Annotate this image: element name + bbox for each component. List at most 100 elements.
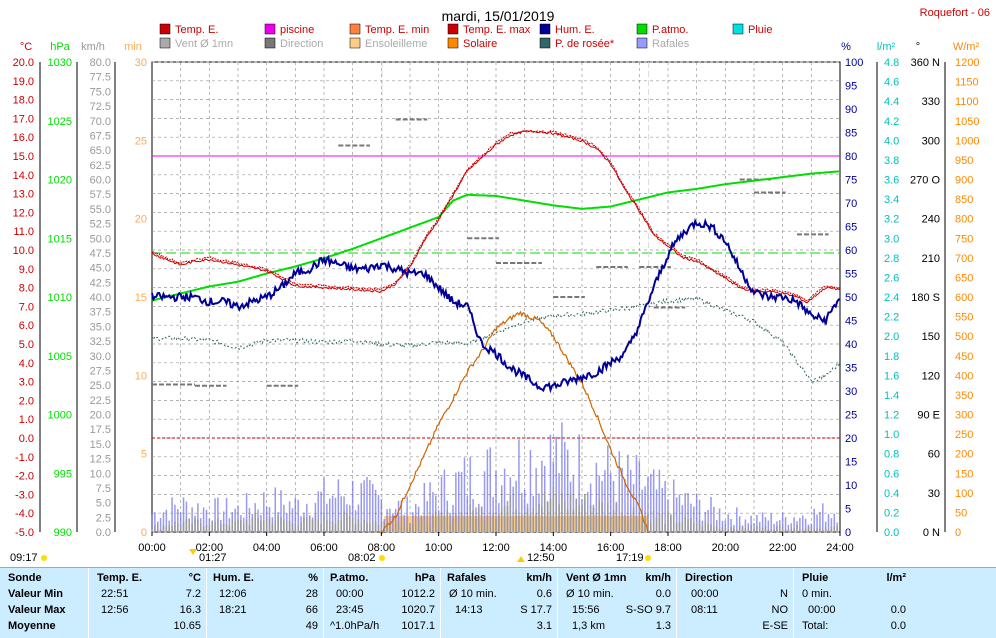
stats-press-max: 1020.7 [401,604,435,616]
rain-axis-tick: 1.0 [884,429,899,441]
temp-axis-tick: 7.0 [19,301,34,313]
dir-axis-tick: 240 [922,214,940,226]
wind-axis-tick: 27.5 [90,365,111,377]
hum-axis-tick: 75 [845,175,857,187]
dir-axis-tick: 330 [922,96,940,108]
sun-axis-tick: 15 [135,292,147,304]
wind-axis-tick: 17.5 [90,424,111,436]
legend-swatch [539,37,551,49]
solar-axis-tick: 550 [955,312,973,324]
hum-axis-tick: 25 [845,410,857,422]
legend-label: Pluie [748,24,772,36]
hum-axis-tick: 100 [845,57,863,69]
solar-axis-tick: 600 [955,292,973,304]
stats-wind-title: Vent Ø 1mn [566,572,627,584]
hum-axis-tick: 15 [845,457,857,469]
time-tick: 00:00 [138,542,166,554]
stats-rain-min-label: 0 min. [802,588,832,600]
legend-label: P. de rosée* [555,38,615,50]
series-temp-e--line [151,130,841,304]
wind-axis-tick: 30.0 [90,351,111,363]
wind-axis-tick: 15.0 [90,439,111,451]
wind-axis-tick: 7.5 [96,483,111,495]
temp-axis-tick: 4.0 [19,358,34,370]
dir-axis-tick: 360 N [911,57,940,69]
stats-press-trend: ^1.0hPa/h [330,620,380,632]
stats-temp-min-time: 22:51 [101,588,129,600]
stats-temp-min: 7.2 [185,588,201,600]
sun-axis-tick: 25 [135,135,147,147]
hum-axis-tick: 80 [845,151,857,163]
legend: Temp. E. piscine Temp. E. min Temp. E. max H… [159,23,772,50]
temp-axis-tick: 2.0 [19,395,34,407]
rain-axis-tick: 2.8 [884,253,899,265]
wind-axis-tick: 25.0 [90,380,111,392]
time-tick: 18:00 [654,542,682,554]
sun-icon [41,555,47,561]
press-axis-tick: 1000 [48,410,72,422]
time-tick: 20:00 [712,542,740,554]
press-axis-tick: 995 [54,468,72,480]
wind-axis-tick: 32.5 [90,336,111,348]
time-axis: 00:00 02:00 04:00 06:00 08:00 10:00 12:00 14:00… [10,532,854,564]
station-name: Roquefort - 06 [920,7,990,19]
plot-area [151,61,841,535]
stats-rain-unit: l/m² [886,572,906,584]
legend-label: Hum. E. [555,24,595,36]
sun-axis-tick: 5 [141,449,147,461]
right-axes: 1009590858075706560555045403530252015105… [841,41,979,539]
legend-label: Temp. E. [175,24,218,36]
stats-wind-avg: 1.3 [655,620,671,632]
legend-swatch [264,37,276,49]
solar-axis-tick: 1200 [955,57,979,69]
stats-dir-min-time: 00:00 [691,588,719,600]
stats-rain-total: 0.0 [890,620,906,632]
dir-axis-tick: 0 N [923,527,940,539]
rain-axis-tick: 4.4 [884,96,899,108]
weather-chart: mardi, 15/01/2019 Roquefort - 06 Temp. E… [10,7,990,564]
press-axis-tick: 1025 [48,116,72,128]
rain-axis-tick: 1.4 [884,390,899,402]
hum-axis-tick: 20 [845,433,857,445]
sun-axis-tick: 10 [135,370,147,382]
rain-axis-tick: 3.4 [884,194,899,206]
chart-title: mardi, 15/01/2019 [442,8,555,24]
rain-axis-tick: 2.6 [884,272,899,284]
press-axis-tick: 1015 [48,233,72,245]
rain-axis-tick: 0.8 [884,449,899,461]
legend-label: piscine [280,24,314,36]
press-axis-tick: 990 [54,527,72,539]
time-tick: 22:00 [769,542,797,554]
press-axis-tick: 1030 [48,57,72,69]
rain-axis-tick: 3.8 [884,155,899,167]
wind-axis-tick: 45.0 [90,263,111,275]
rain-axis-tick: 2.4 [884,292,899,304]
stats-dir-min: N [780,588,788,600]
solar-axis-tick: 1150 [955,77,979,89]
stats-temp-avg: 10.65 [173,620,201,632]
temp-axis-tick: 10.0 [13,245,34,257]
wind-axis-tick: 35.0 [90,321,111,333]
temp-axis-tick: 3.0 [19,377,34,389]
stats-temp-max: 16.3 [179,604,201,616]
series-p-de-ros-e--line [151,295,841,385]
stats-wind-unit: km/h [645,572,671,584]
wind-axis-tick: 70.0 [90,116,111,128]
wind-axis-tick: 12.5 [90,454,111,466]
stats-press-max-time: 23:45 [336,604,364,616]
wind-axis-tick: 65.0 [90,145,111,157]
stats-rain-max: 0.0 [890,604,906,616]
solar-axis-tick: 400 [955,370,973,382]
rain-axis-tick: 4.8 [884,57,899,69]
temp-axis-unit: °C [20,41,32,53]
temp-axis-tick: -4.0 [15,508,34,520]
time-tick: 24:00 [826,542,854,554]
press-axis-tick: 1010 [48,292,72,304]
temp-axis-tick: -2.0 [15,471,34,483]
stats-gust-min: 0.6 [536,588,552,600]
stats-wind-min-label: Ø 10 min. [566,588,614,600]
hum-axis-tick: 0 [845,527,851,539]
stats-wind-min: 0.0 [655,588,671,600]
temp-axis-tick: 16.0 [13,132,34,144]
stats-wind-max: S-SO 9.7 [625,604,671,616]
